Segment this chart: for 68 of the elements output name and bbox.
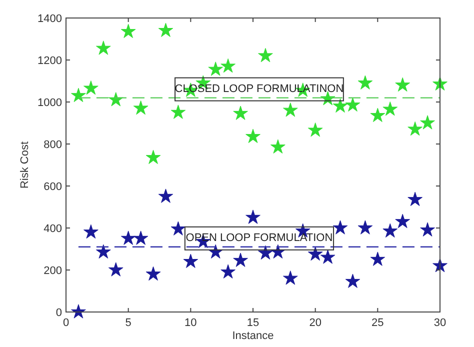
x-tick-label: 20 bbox=[309, 317, 322, 329]
point bbox=[133, 230, 148, 245]
point bbox=[183, 254, 198, 268]
point bbox=[220, 264, 236, 278]
point bbox=[432, 76, 448, 91]
point bbox=[370, 252, 386, 266]
point bbox=[282, 102, 298, 117]
point bbox=[170, 104, 186, 119]
y-tick-label: 1200 bbox=[38, 55, 62, 67]
point bbox=[408, 122, 422, 136]
point bbox=[108, 262, 124, 276]
point bbox=[246, 210, 260, 224]
point bbox=[408, 192, 422, 206]
x-tick-label: 10 bbox=[184, 317, 197, 329]
point bbox=[345, 274, 360, 288]
point bbox=[382, 102, 398, 116]
point bbox=[420, 222, 435, 236]
point bbox=[382, 223, 398, 238]
x-tick-label: 30 bbox=[434, 317, 446, 329]
x-tick-label: 0 bbox=[62, 317, 70, 329]
point bbox=[420, 115, 435, 130]
point bbox=[308, 122, 323, 137]
y-tick-label: 0 bbox=[56, 307, 62, 319]
point bbox=[258, 48, 273, 62]
point bbox=[120, 230, 136, 245]
point bbox=[96, 40, 111, 55]
y-axis-title: Risk Cost bbox=[19, 141, 31, 189]
y-tick-label: 400 bbox=[44, 223, 62, 235]
point bbox=[120, 24, 136, 38]
point bbox=[146, 150, 161, 164]
point bbox=[258, 245, 273, 260]
y-tick-label: 200 bbox=[44, 265, 62, 277]
point bbox=[233, 106, 248, 120]
point bbox=[71, 88, 86, 102]
x-axis-title: Instance bbox=[232, 330, 274, 342]
point bbox=[133, 100, 148, 115]
point bbox=[308, 246, 323, 261]
point bbox=[345, 97, 360, 112]
point bbox=[282, 270, 298, 285]
point bbox=[84, 80, 98, 95]
point bbox=[432, 258, 448, 272]
point bbox=[233, 252, 248, 267]
point bbox=[96, 244, 111, 259]
point bbox=[395, 214, 410, 228]
point bbox=[158, 22, 174, 37]
point bbox=[71, 304, 86, 318]
point bbox=[395, 77, 410, 92]
point bbox=[332, 98, 348, 113]
x-tick-label: 15 bbox=[246, 317, 260, 329]
point bbox=[208, 62, 224, 76]
point bbox=[358, 220, 373, 234]
point bbox=[158, 188, 174, 203]
x-tick-label: 25 bbox=[372, 317, 384, 329]
point bbox=[146, 266, 161, 281]
y-tick-label: 1000 bbox=[38, 97, 62, 109]
point bbox=[246, 128, 260, 144]
point bbox=[84, 224, 98, 239]
point bbox=[370, 108, 386, 122]
y-tick-label: 800 bbox=[44, 139, 62, 151]
point bbox=[358, 75, 373, 90]
x-tick-label: 5 bbox=[125, 317, 132, 329]
point bbox=[170, 221, 186, 236]
point bbox=[270, 139, 286, 154]
point bbox=[320, 250, 336, 264]
point bbox=[332, 220, 348, 234]
point bbox=[220, 58, 236, 73]
y-tick-label: 600 bbox=[44, 181, 62, 193]
y-tick-label: 1400 bbox=[38, 13, 62, 25]
